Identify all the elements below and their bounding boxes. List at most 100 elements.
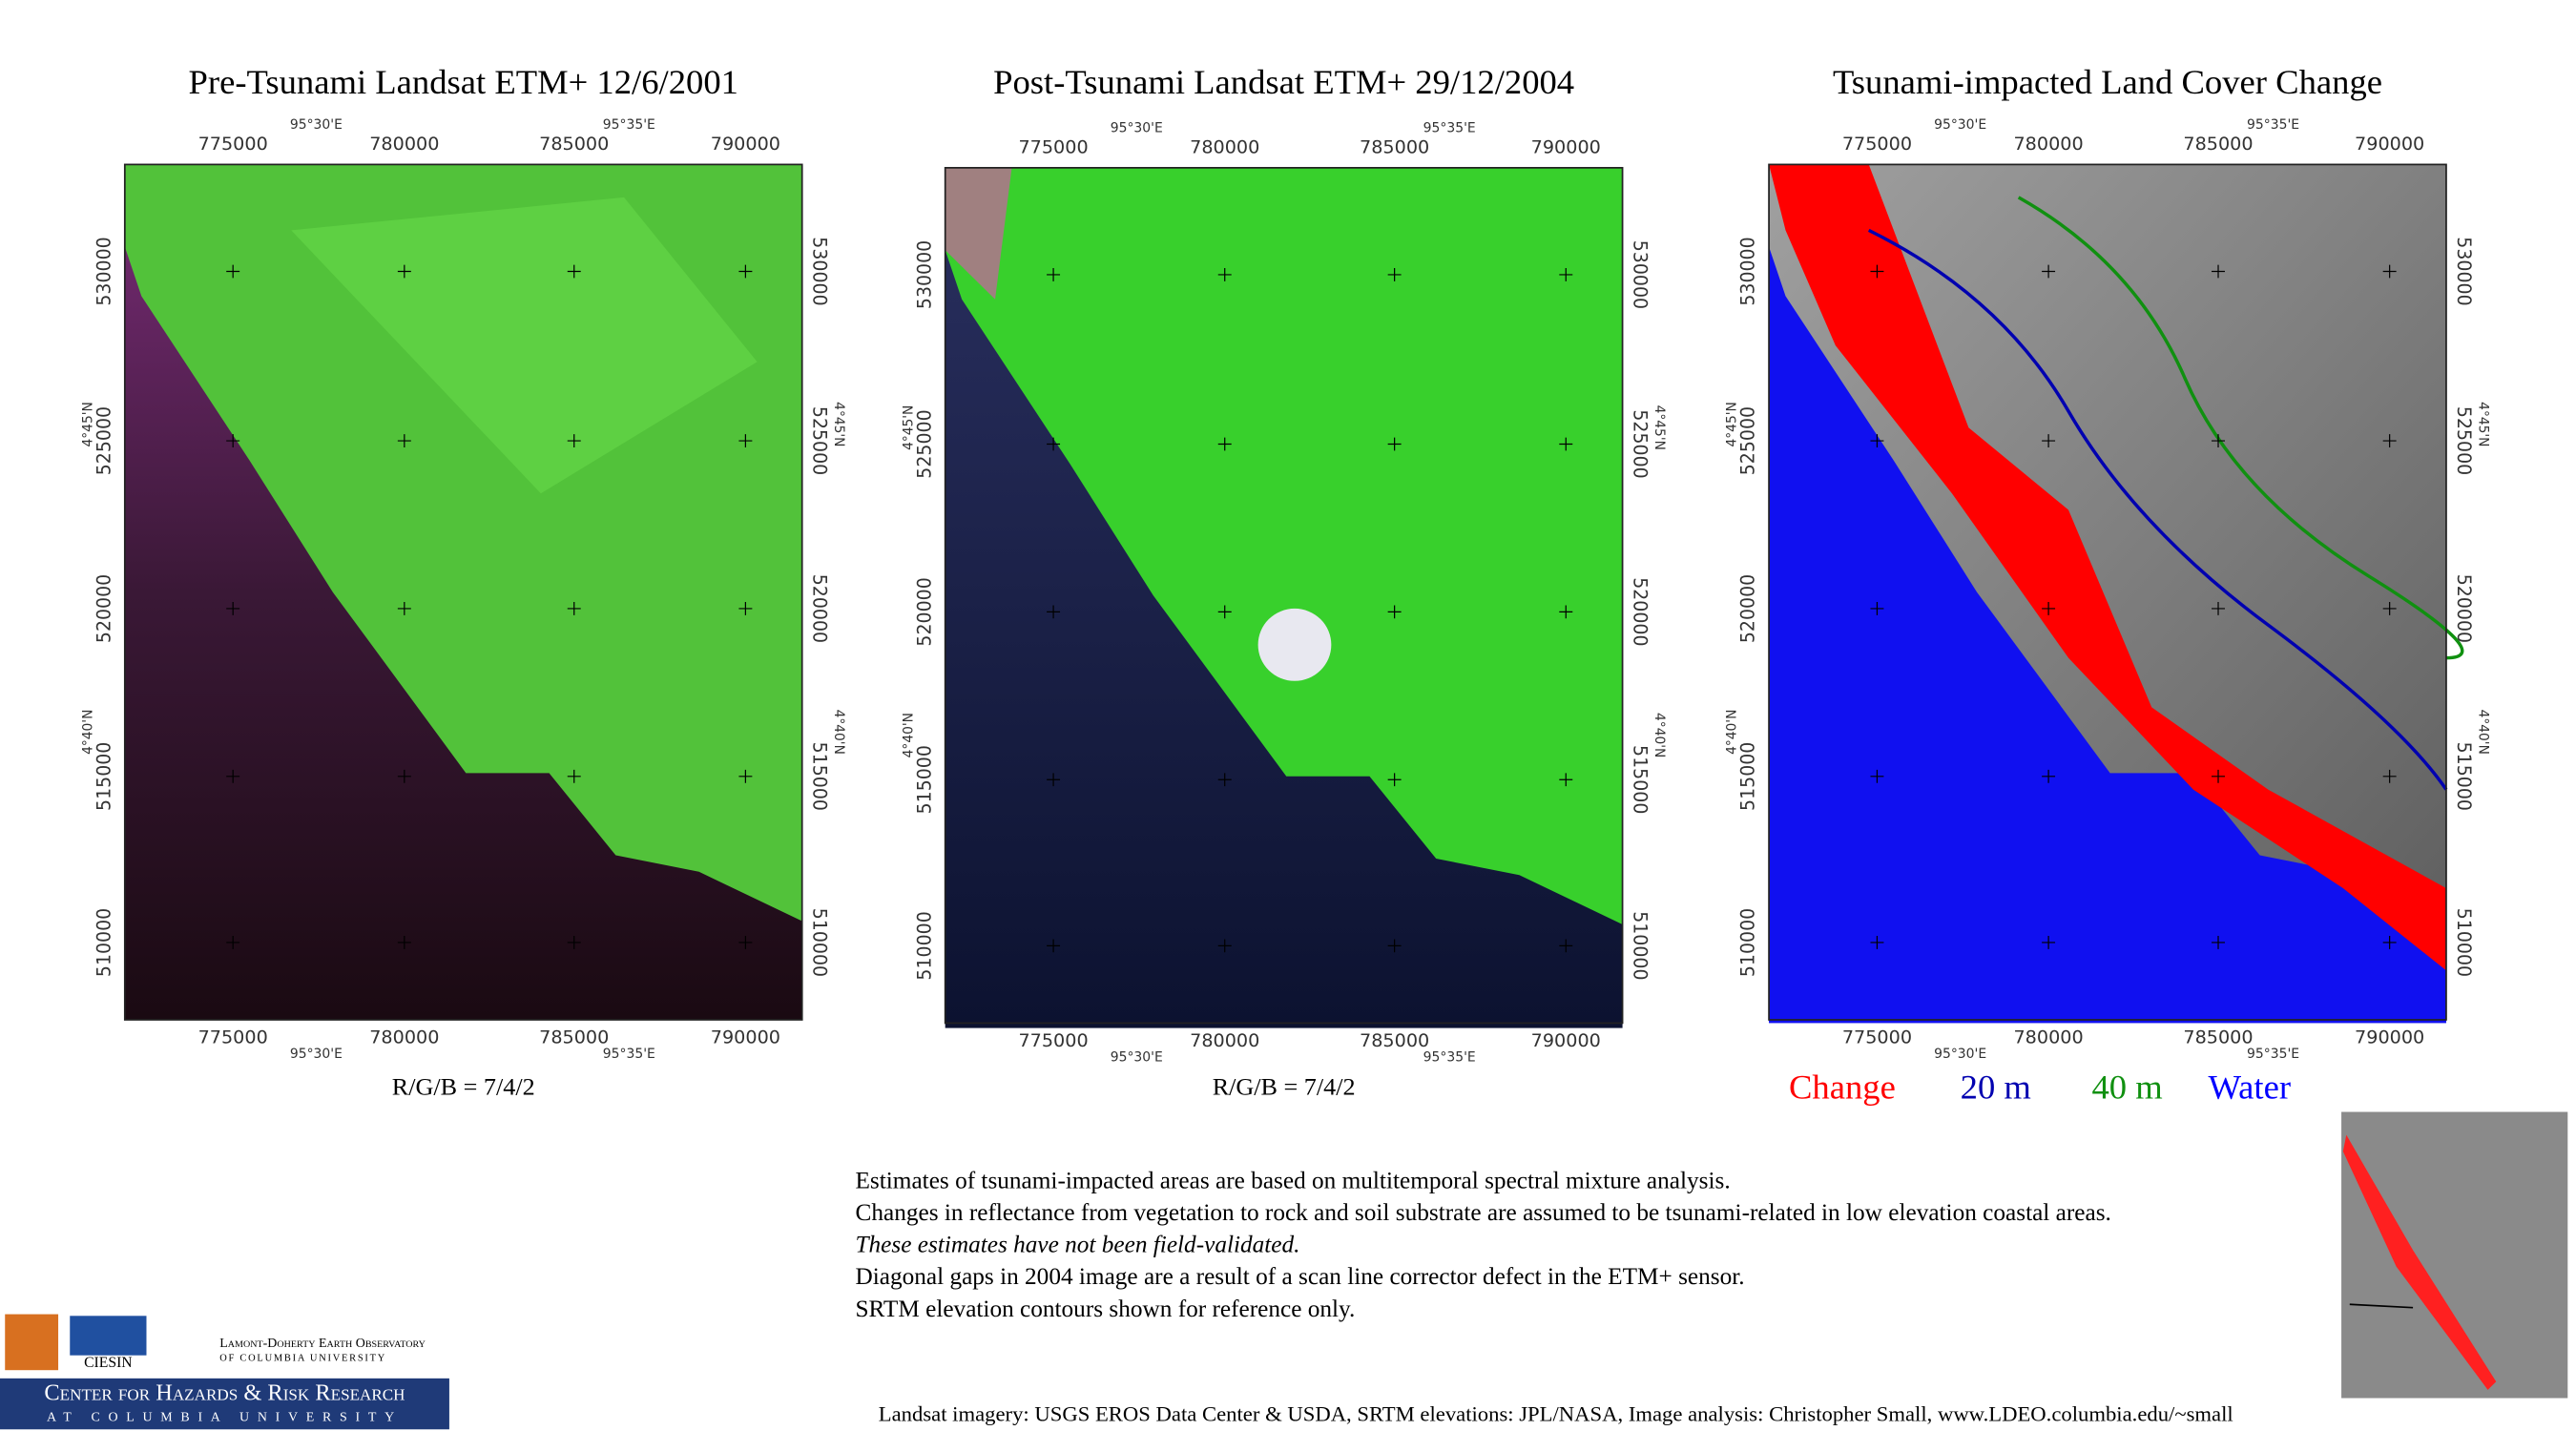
northing-label: 515000 xyxy=(93,742,114,811)
latitude-label: 4°45'N xyxy=(1725,402,1740,446)
easting-label: 790000 xyxy=(1531,1030,1601,1051)
grid-cross xyxy=(1387,773,1402,787)
grid-cross xyxy=(226,264,240,279)
grid-cross xyxy=(397,769,411,783)
grid-cross xyxy=(1047,437,1061,451)
grid-cross xyxy=(1559,605,1573,619)
grid-cross xyxy=(1870,769,1884,783)
northing-label: 525000 xyxy=(93,406,114,475)
latitude-label: 4°45'N xyxy=(1652,405,1667,450)
inset-map xyxy=(2341,1111,2568,1399)
grid-cross xyxy=(1047,268,1061,281)
longitude-label: 95°35'E xyxy=(1423,121,1476,136)
logo-sedac xyxy=(5,1314,59,1371)
grid-cross xyxy=(1047,939,1061,953)
pre-image xyxy=(124,164,802,1020)
easting-label: 780000 xyxy=(1190,137,1259,158)
grid-cross xyxy=(738,264,753,279)
longitude-label: 95°35'E xyxy=(2247,117,2299,133)
grid-cross xyxy=(2212,769,2225,783)
northing-label: 515000 xyxy=(914,745,935,814)
longitude-label: 95°30'E xyxy=(290,117,343,133)
grid-cross xyxy=(397,602,411,615)
longitude-label: 95°30'E xyxy=(1934,117,1986,133)
panel-frame xyxy=(123,163,803,1021)
easting-label: 785000 xyxy=(539,1027,609,1047)
panel-title: Post-Tsunami Landsat ETM+ 29/12/2004 xyxy=(993,63,1574,101)
grid-cross xyxy=(2042,936,2056,949)
center-text: Center for Hazards & Risk Research xyxy=(44,1380,405,1406)
grid-cross xyxy=(1559,437,1573,451)
note-line: Diagonal gaps in 2004 image are a result… xyxy=(856,1264,1745,1290)
grid-cross xyxy=(2382,602,2397,615)
inset-arrow xyxy=(2349,1303,2414,1309)
northing-label: 530000 xyxy=(2453,237,2474,305)
grid-cross xyxy=(2382,264,2397,279)
grid-cross xyxy=(738,936,753,949)
northing-label: 510000 xyxy=(93,908,114,977)
grid-cross xyxy=(1870,602,1884,615)
easting-label: 785000 xyxy=(2183,134,2253,155)
panel-frame xyxy=(944,166,1624,1025)
northing-label: 525000 xyxy=(1738,406,1759,475)
northing-label: 530000 xyxy=(93,237,114,305)
grid-cross xyxy=(1559,939,1573,953)
grid-cross xyxy=(1559,773,1573,787)
logo-ciesin xyxy=(70,1316,147,1356)
grid-cross xyxy=(397,264,411,279)
easting-label: 780000 xyxy=(2013,134,2083,155)
northing-label: 525000 xyxy=(809,406,830,475)
easting-label: 775000 xyxy=(1842,134,1912,155)
latitude-label: 4°40'N xyxy=(831,710,846,755)
grid-cross xyxy=(1870,434,1884,447)
center-sub: at Columbia University xyxy=(47,1410,403,1424)
northing-label: 525000 xyxy=(1629,409,1650,478)
grid-cross xyxy=(1387,605,1402,619)
grid-cross xyxy=(738,769,753,783)
easting-label: 790000 xyxy=(2355,1027,2424,1047)
credits: Landsat imagery: USGS EROS Data Center &… xyxy=(879,1402,2233,1426)
northing-label: 520000 xyxy=(93,574,114,643)
grid-cross xyxy=(1217,437,1232,451)
ldeo-text: Lamont-Doherty Earth Observatory xyxy=(219,1337,426,1351)
grid-cross xyxy=(2382,769,2397,783)
grid-cross xyxy=(567,602,581,615)
easting-label: 785000 xyxy=(2183,1027,2253,1047)
longitude-label: 95°35'E xyxy=(603,1047,655,1062)
northing-label: 530000 xyxy=(1629,240,1650,309)
latitude-label: 4°40'N xyxy=(80,710,95,755)
legend-item: 40 m xyxy=(2091,1068,2162,1107)
easting-label: 780000 xyxy=(369,1027,439,1047)
latitude-label: 4°45'N xyxy=(80,402,95,446)
longitude-label: 95°35'E xyxy=(1423,1050,1476,1066)
change-map xyxy=(1769,164,2464,1024)
northing-label: 520000 xyxy=(1738,574,1759,643)
grid-cross xyxy=(1387,939,1402,953)
grid-cross xyxy=(1387,437,1402,451)
grid-cross xyxy=(2042,769,2056,783)
grid-cross xyxy=(1870,264,1884,279)
grid-cross xyxy=(1217,605,1232,619)
easting-label: 775000 xyxy=(1842,1027,1912,1047)
northing-label: 520000 xyxy=(809,574,830,643)
panel-title: Tsunami-impacted Land Cover Change xyxy=(1833,63,2382,101)
longitude-label: 95°30'E xyxy=(1111,1050,1163,1066)
grid-cross xyxy=(2042,264,2056,279)
grid-cross xyxy=(1217,939,1232,953)
longitude-label: 95°35'E xyxy=(2247,1047,2299,1062)
easting-label: 775000 xyxy=(198,1027,268,1047)
northing-label: 510000 xyxy=(809,908,830,977)
grid-cross xyxy=(2382,936,2397,949)
ciesin-text: CIESIN xyxy=(84,1355,133,1371)
longitude-label: 95°30'E xyxy=(1934,1047,1986,1062)
grid-cross xyxy=(567,936,581,949)
easting-label: 780000 xyxy=(2013,1027,2083,1047)
northing-label: 530000 xyxy=(914,240,935,309)
easting-label: 775000 xyxy=(198,134,268,155)
latitude-label: 4°40'N xyxy=(1725,710,1740,755)
northing-label: 525000 xyxy=(2453,406,2474,475)
grid-cross xyxy=(2212,264,2225,279)
grid-cross xyxy=(738,602,753,615)
northing-label: 510000 xyxy=(1738,908,1759,977)
northing-label: 510000 xyxy=(1629,911,1650,980)
